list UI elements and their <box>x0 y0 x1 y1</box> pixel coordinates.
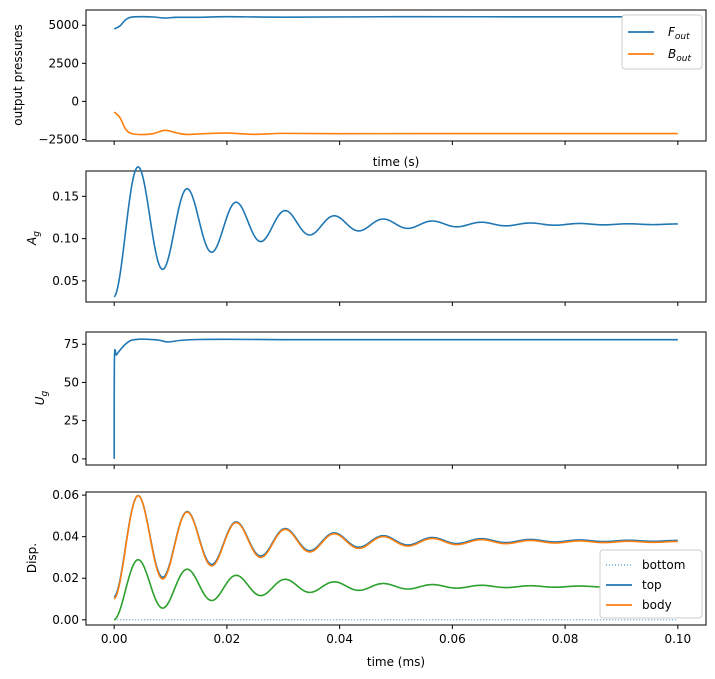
y-tick-label: 5000 <box>48 18 79 32</box>
y-tick-label: 0.00 <box>52 613 79 627</box>
legend: Fout Bout <box>621 14 703 70</box>
data-lines <box>113 166 678 298</box>
plot-area-frame <box>85 491 707 626</box>
plot-area-frame <box>85 170 707 303</box>
y-tick-label: 0.04 <box>52 530 79 544</box>
y-axis-label: Disp. <box>25 543 39 573</box>
x-axis-ticks: 0.00 0.02 0.04 0.06 0.08 0.10 <box>101 625 691 646</box>
plot-area-frame <box>85 9 707 142</box>
series-line-f <box>113 15 678 30</box>
y-tick-label: 0.10 <box>52 232 79 246</box>
legend-frame <box>599 549 703 619</box>
y-tick-label: 0.02 <box>52 571 79 585</box>
y-tick-label: 0 <box>71 452 79 466</box>
panel-ag: 0.05 0.10 0.15 Ag <box>25 166 707 306</box>
legend: bottom top body <box>599 549 703 619</box>
x-tick-label: 0.04 <box>326 632 353 646</box>
x-axis-label: time (s) <box>373 155 420 169</box>
y-tick-label: 0.15 <box>52 189 79 203</box>
data-lines <box>113 15 678 136</box>
y-axis-label: output pressures <box>11 24 25 125</box>
legend-label-body: body <box>642 598 672 612</box>
x-tick-label: 0.00 <box>101 632 128 646</box>
y-tick-label: −2500 <box>38 132 79 146</box>
series-line-s0 <box>113 166 678 298</box>
y-axis-ticks: 0.05 0.10 0.15 <box>52 189 86 288</box>
y-axis-label: Ug <box>33 390 50 405</box>
legend-label-bottom: bottom <box>642 558 685 572</box>
x-axis-ticks <box>113 465 679 469</box>
legend-label-bout: Bout <box>668 47 691 64</box>
legend-frame <box>621 14 703 70</box>
y-tick-label: 0 <box>71 94 79 108</box>
x-tick-label: 0.02 <box>214 632 241 646</box>
x-axis-label: time (ms) <box>367 655 425 669</box>
series-line-b <box>113 111 678 136</box>
x-axis-ticks <box>113 141 679 145</box>
series-line-body <box>113 495 678 600</box>
y-axis-ticks: 0.00 0.02 0.04 0.06 <box>52 488 86 627</box>
data-lines <box>113 338 678 459</box>
y-tick-label: 0.05 <box>52 274 79 288</box>
x-axis-ticks <box>113 302 679 306</box>
y-axis-label: Ag <box>25 231 42 246</box>
panel-disp: 0.00 0.02 0.04 0.06 0.00 0.02 0.04 0.06 0.08 0.1… <box>25 488 707 669</box>
y-tick-label: 25 <box>64 414 79 428</box>
legend-label-fout: Fout <box>668 25 690 42</box>
y-tick-label: 75 <box>64 337 79 351</box>
y-tick-label: 0.06 <box>52 488 79 502</box>
x-tick-label: 0.10 <box>664 632 691 646</box>
y-tick-label: 50 <box>64 375 79 389</box>
series-line-s0 <box>113 338 678 459</box>
panel-ug: 0 25 50 75 Ug <box>33 331 707 469</box>
y-tick-label: 2500 <box>48 56 79 70</box>
legend-label-top: top <box>642 578 662 592</box>
x-tick-label: 0.06 <box>439 632 466 646</box>
series-line-bottom <box>113 558 678 621</box>
x-tick-label: 0.08 <box>552 632 579 646</box>
panel-output-pressures: −2500 0 2500 5000 output pressures time (s)… <box>11 9 707 169</box>
data-lines <box>113 494 678 621</box>
y-axis-ticks: −2500 0 2500 5000 <box>38 18 86 146</box>
series-line-top <box>113 494 678 598</box>
y-axis-ticks: 0 25 50 75 <box>64 337 86 466</box>
plot-area-frame <box>85 331 707 466</box>
